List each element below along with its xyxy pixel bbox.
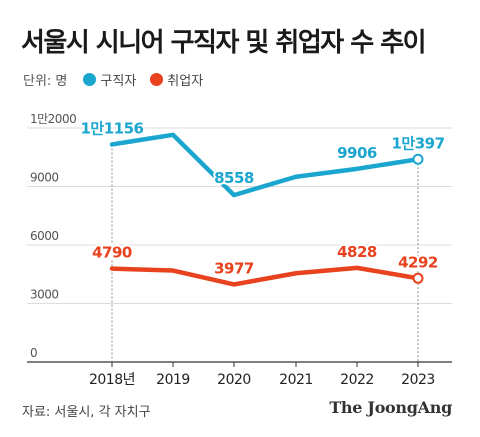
x-tick-label: 2021 xyxy=(279,372,313,388)
data-label: 9906 xyxy=(337,144,377,162)
data-point-marker xyxy=(412,153,424,165)
x-tick-label: 2023 xyxy=(401,372,435,388)
legend-dot-employed xyxy=(150,73,164,86)
legend-label-employed: 취업자 xyxy=(167,74,204,89)
y-tick-label: 3000 xyxy=(30,288,59,302)
chart-title: 서울시 시니어 구직자 및 취업자 수 추이 xyxy=(21,28,427,58)
data-label: 8558 xyxy=(214,169,254,187)
data-label: 1만1156 xyxy=(81,119,144,137)
source-note: 자료: 서울시, 각 자치구 xyxy=(22,405,151,420)
legend-label-jobseekers: 구직자 xyxy=(100,74,137,89)
x-tick-label: 2020 xyxy=(217,372,251,388)
data-label: 4292 xyxy=(398,253,438,271)
legend-dot-jobseekers xyxy=(83,73,97,86)
y-tick-label: 6000 xyxy=(30,229,59,243)
data-label: 4828 xyxy=(337,243,377,261)
data-point-marker xyxy=(412,272,424,284)
x-tick-label: 2018년 xyxy=(89,372,135,388)
legend: 단위: 명 구직자 취업자 xyxy=(23,70,217,89)
unit-label: 단위: 명 xyxy=(23,74,68,89)
data-label: 3977 xyxy=(214,259,254,277)
x-tick-label: 2019 xyxy=(156,372,190,388)
series-line xyxy=(109,132,421,198)
brand-logo: The JoongAng xyxy=(329,398,452,417)
y-tick-label: 1만2000 xyxy=(30,112,76,126)
legend-item-employed: 취업자 xyxy=(150,70,203,89)
data-label: 1만397 xyxy=(391,134,444,152)
legend-item-jobseekers: 구직자 xyxy=(83,70,136,89)
data-label: 4790 xyxy=(92,244,132,262)
y-tick-label: 9000 xyxy=(30,171,59,185)
y-tick-label: 0 xyxy=(30,346,37,360)
series-line xyxy=(109,265,421,287)
x-tick-label: 2022 xyxy=(340,372,374,388)
